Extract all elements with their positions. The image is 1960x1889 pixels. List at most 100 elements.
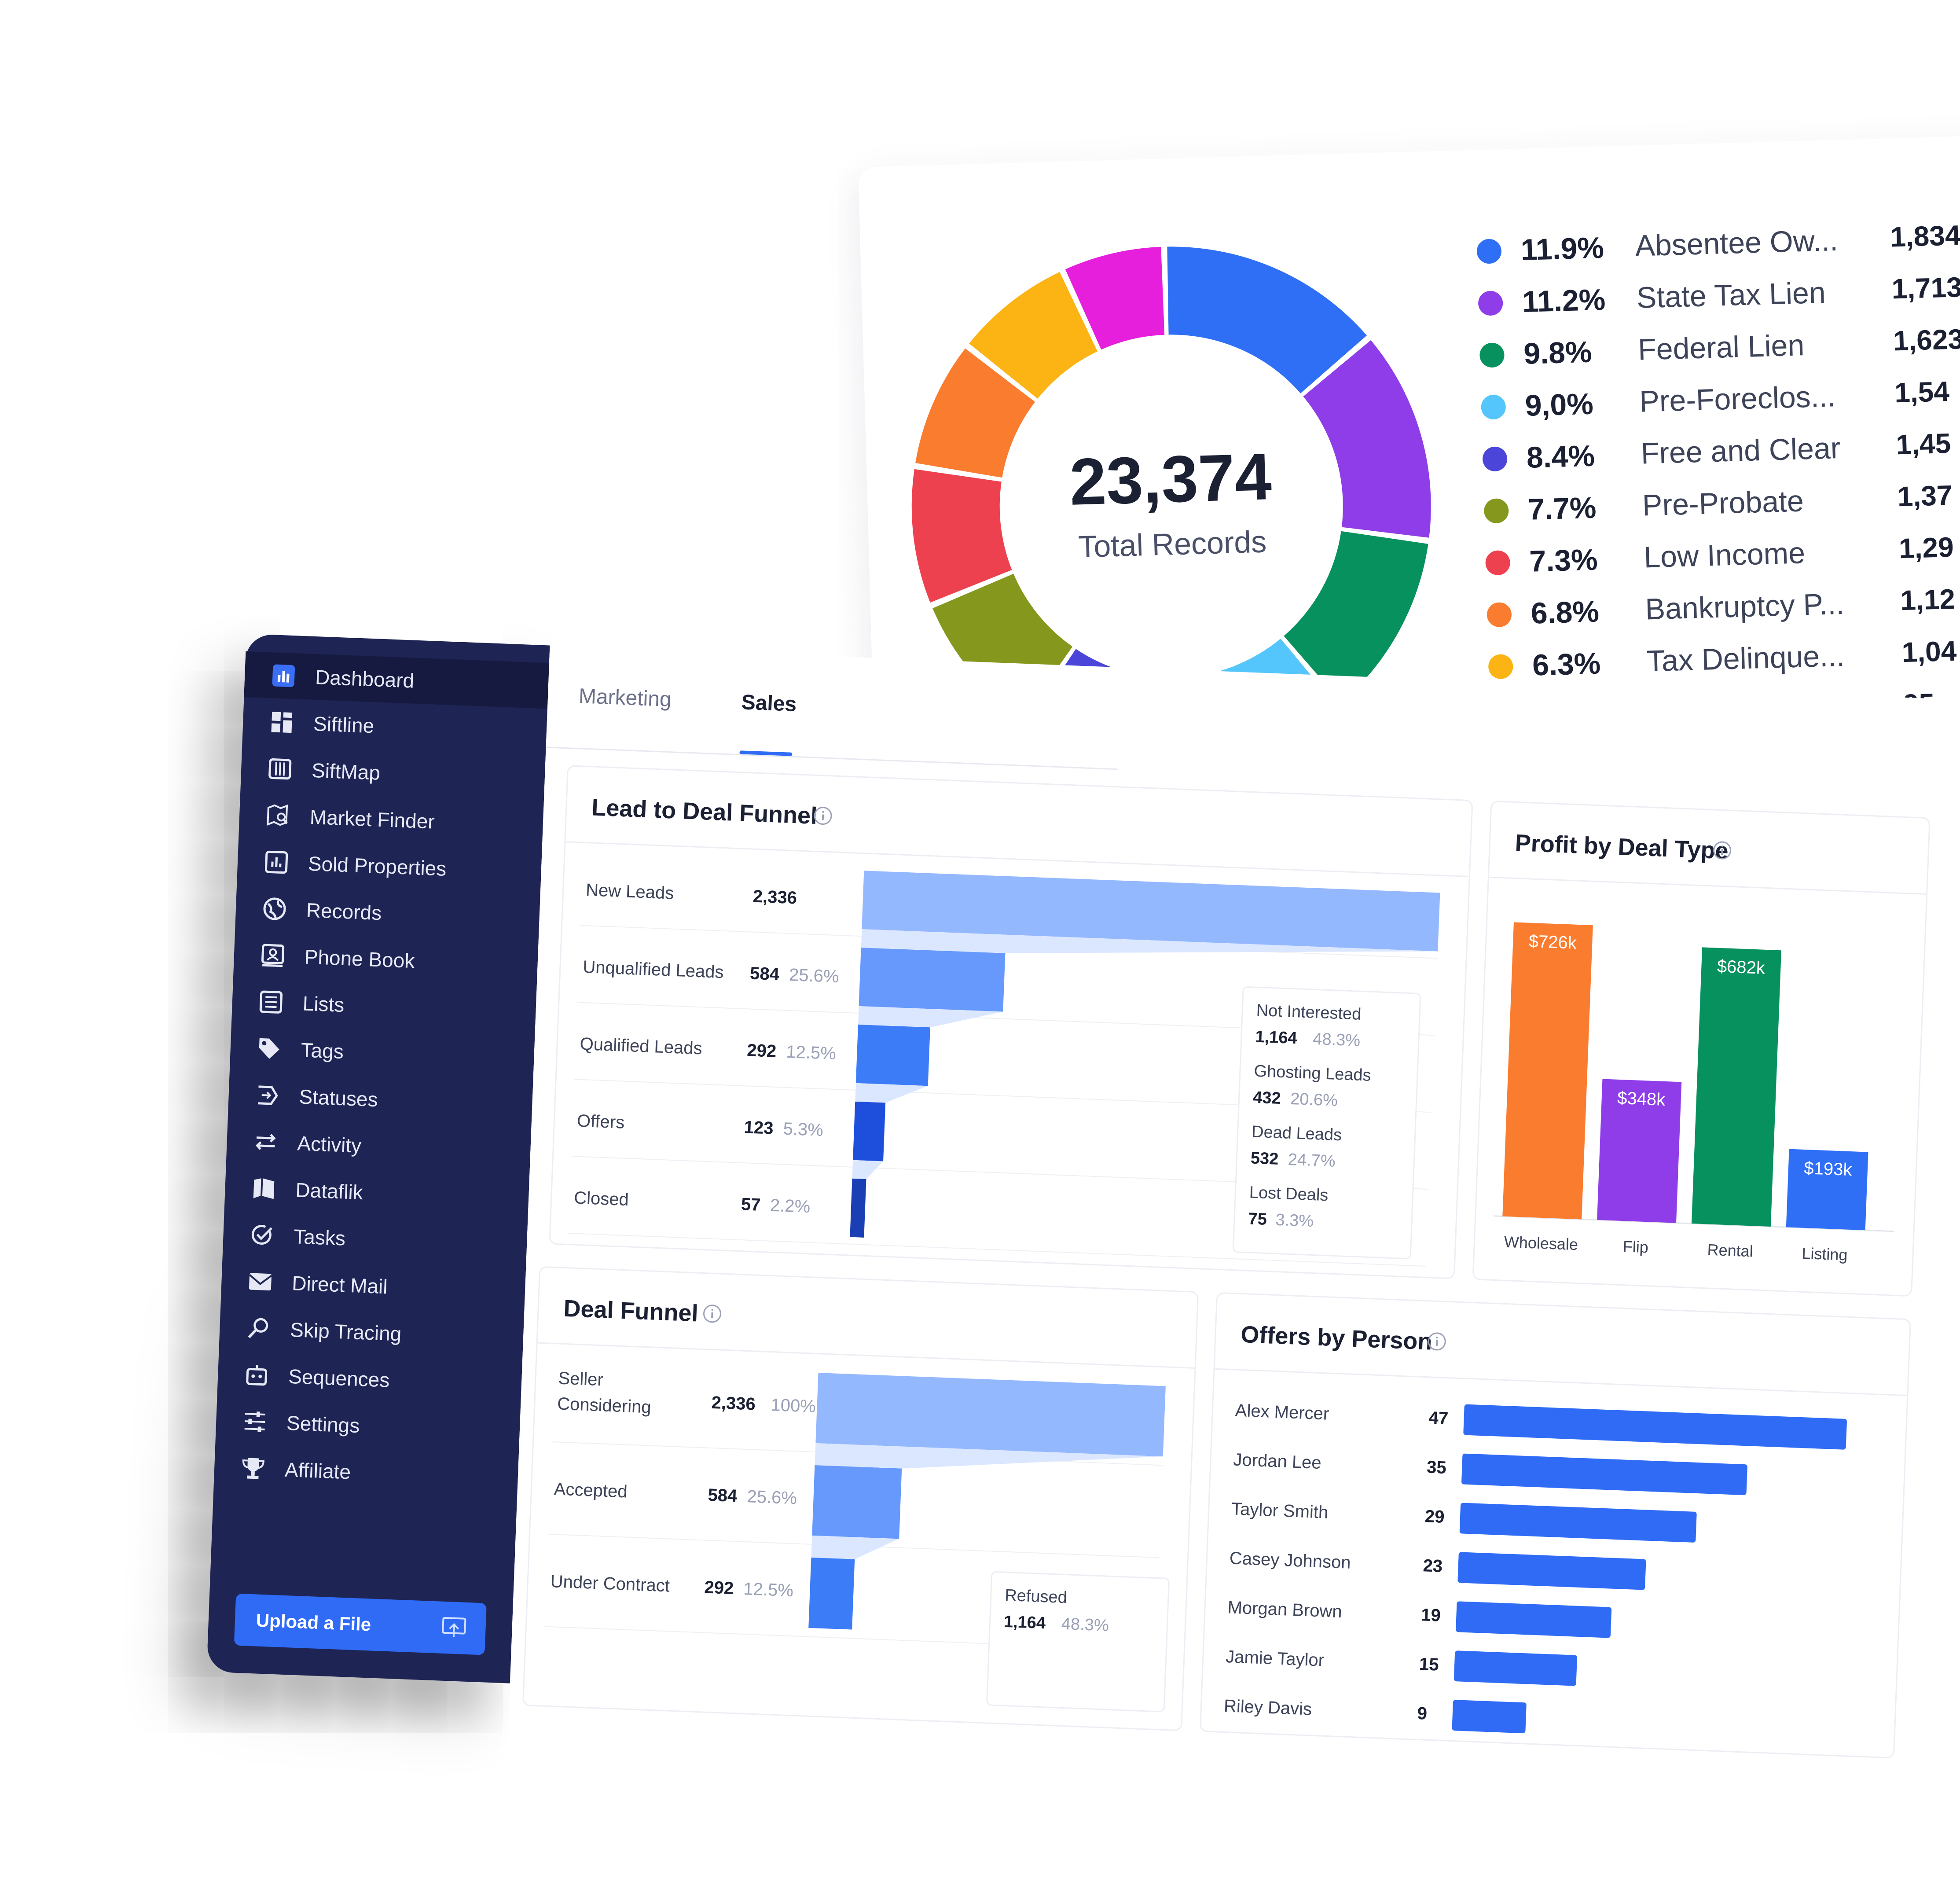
info-icon[interactable] <box>813 806 833 826</box>
scene: 23,374 Total Records 11.9% Absentee Ow...… <box>206 219 1960 1759</box>
legend-name: Pre-Foreclos... <box>1639 379 1836 419</box>
person-name: Alex Mercer <box>1235 1400 1329 1424</box>
donut-slice[interactable] <box>1302 338 1432 541</box>
sidebar-item-siftline[interactable]: Siftline <box>242 698 547 755</box>
profit-bar-value: $348k <box>1617 1088 1666 1110</box>
legend-name: Pre-Probate <box>1642 484 1804 522</box>
funnel-stage-count: 292 <box>704 1577 734 1598</box>
profit-bar-value: $682k <box>1717 957 1766 978</box>
donut-slice[interactable] <box>967 271 1099 401</box>
funnel-bar[interactable] <box>859 948 1005 1012</box>
legend-count: 1,834 <box>1890 219 1960 253</box>
sidebar-item-market-finder[interactable]: Market Finder <box>239 791 543 849</box>
profit-bar[interactable] <box>1786 1149 1868 1231</box>
sidebar-item-tags[interactable]: Tags <box>230 1024 535 1081</box>
funnel-bar[interactable] <box>815 1373 1166 1457</box>
donut-slice[interactable] <box>912 346 1037 480</box>
sidebar-item-records[interactable]: Records <box>235 885 540 942</box>
funnel-stage-label: Considering <box>557 1394 652 1417</box>
tag-icon <box>256 1035 283 1062</box>
lead-funnel-title: Lead to Deal Funnel <box>591 794 818 830</box>
deal-lost-breakdown: Refused 1,164 48.3% <box>986 1571 1170 1713</box>
sidebar-item-dashboard[interactable]: Dashboard <box>244 651 549 709</box>
sidebar-item-siftmap[interactable]: SiftMap <box>240 745 545 802</box>
legend-dot <box>1478 290 1503 316</box>
profit-bar-chart: $726k Wholesale $348k Flip $682k Rental $193k L… <box>1494 922 1894 1264</box>
sidebar-item-label: Activity <box>297 1132 362 1157</box>
sidebar-item-sold-properties[interactable]: Sold Properties <box>237 838 542 895</box>
profit-bar[interactable] <box>1691 947 1781 1227</box>
sidebar-item-statuses[interactable]: Statuses <box>228 1071 533 1128</box>
legend-count: 1,29 <box>1898 531 1954 565</box>
sidebar-item-label: Phone Book <box>304 945 415 973</box>
funnel-bar[interactable] <box>808 1558 855 1630</box>
profit-bar[interactable] <box>1502 922 1593 1220</box>
legend-dot <box>1476 239 1502 264</box>
sidebar-item-skip-tracing[interactable]: Skip Tracing <box>219 1304 524 1361</box>
sliders-icon <box>241 1408 268 1435</box>
person-offer-bar[interactable] <box>1459 1503 1697 1543</box>
funnel-stage-label: Qualified Leads <box>579 1034 703 1058</box>
donut-slice[interactable] <box>1281 529 1433 704</box>
sidebar-item-label: Dataflik <box>295 1178 363 1204</box>
funnel-stage-label: Under Contract <box>550 1571 670 1596</box>
person-offer-bar[interactable] <box>1453 1650 1577 1686</box>
lost-reason-label: Lost Deals <box>1249 1183 1329 1205</box>
main-content: Marketing Sales Lead to Deal Funnel New … <box>504 645 1960 1889</box>
deal-funnel-title: Deal Funnel <box>563 1295 699 1327</box>
upload-file-button[interactable]: Upload a File <box>234 1593 487 1655</box>
funnel-stage-percent: 5.3% <box>782 1119 824 1140</box>
funnel-bar[interactable] <box>853 1101 886 1161</box>
profit-bar-value: $726k <box>1528 932 1578 953</box>
arrows-icon <box>252 1128 279 1155</box>
person-offer-bar[interactable] <box>1455 1601 1612 1638</box>
lost-reason-count: 75 <box>1248 1209 1267 1229</box>
funnel-connector <box>855 1083 928 1104</box>
profit-category-label: Listing <box>1802 1244 1848 1264</box>
sidebar-item-phone-book[interactable]: Phone Book <box>233 931 538 989</box>
info-icon[interactable] <box>702 1304 723 1324</box>
legend-percent: 8.4% <box>1526 439 1596 474</box>
tab-sales[interactable]: Sales <box>741 691 797 717</box>
sidebar-item-settings[interactable]: Settings <box>215 1397 520 1455</box>
sidebar: Dashboard Siftline SiftMap Market Finder Sol… <box>206 634 550 1683</box>
offers-title: Offers by Person <box>1240 1321 1433 1355</box>
legend-count: 1,54 <box>1894 375 1950 409</box>
sidebar-item-label: SiftMap <box>311 758 381 784</box>
sidebar-item-label: Statuses <box>298 1085 378 1111</box>
funnel-stage-count: 123 <box>743 1117 774 1138</box>
sidebar-item-sequences[interactable]: Sequences <box>217 1351 522 1408</box>
donut-slice[interactable] <box>910 467 1013 603</box>
funnel-bar[interactable] <box>855 1025 930 1086</box>
dashboard-icon <box>270 662 297 689</box>
person-name: Casey Johnson <box>1229 1548 1351 1573</box>
donut-slice[interactable] <box>1166 241 1369 397</box>
lost-reason-label: Refused <box>1004 1586 1068 1607</box>
tab-marketing[interactable]: Marketing <box>578 684 672 712</box>
sidebar-item-affiliate[interactable]: Affiliate <box>213 1444 518 1501</box>
person-offer-bar[interactable] <box>1461 1453 1747 1496</box>
funnel-bar[interactable] <box>812 1465 902 1539</box>
donut-slice[interactable] <box>1065 246 1165 351</box>
status-icon <box>254 1081 281 1109</box>
legend-dot <box>1488 654 1514 680</box>
funnel-bar[interactable] <box>850 1178 866 1238</box>
sidebar-item-direct-mail[interactable]: Direct Mail <box>221 1257 526 1315</box>
person-offer-bar[interactable] <box>1457 1552 1646 1590</box>
person-offer-bar[interactable] <box>1452 1700 1527 1734</box>
profit-bar[interactable] <box>1597 1079 1682 1223</box>
sidebar-item-lists[interactable]: Lists <box>231 978 536 1035</box>
legend-percent: 9.8% <box>1523 335 1593 371</box>
sidebar-item-activity[interactable]: Activity <box>226 1117 531 1175</box>
sidebar-item-label: Tags <box>300 1038 344 1063</box>
legend-dot <box>1481 394 1506 420</box>
info-icon[interactable] <box>1427 1331 1447 1352</box>
lost-reason-percent: 20.6% <box>1290 1089 1338 1110</box>
person-offer-bar[interactable] <box>1463 1404 1847 1450</box>
sidebar-item-tasks[interactable]: Tasks <box>223 1211 528 1268</box>
person-name: Morgan Brown <box>1227 1598 1343 1622</box>
sidebar-item-dataflik[interactable]: Dataflik <box>224 1164 529 1221</box>
legend-dot <box>1482 446 1508 472</box>
legend-count: 1,713 <box>1891 271 1960 305</box>
info-icon[interactable] <box>1712 840 1732 860</box>
